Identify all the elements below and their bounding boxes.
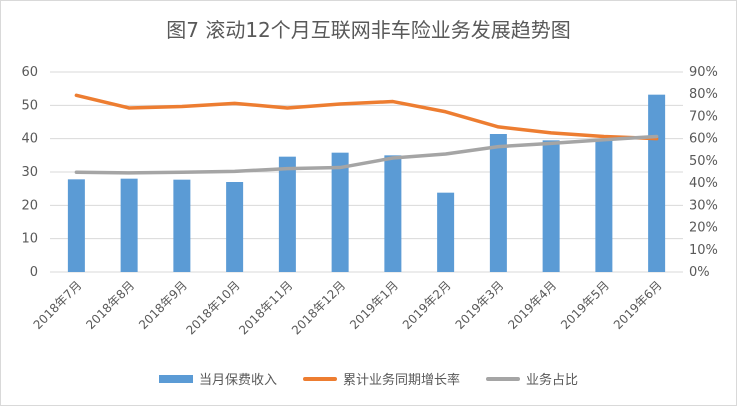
x-axis-category-label: 2018年8月 xyxy=(83,278,137,332)
right-axis-tick: 20% xyxy=(689,221,718,236)
legend-swatch-growth xyxy=(302,376,337,381)
chart-title: 图7 滚动12个月互联网非车险业务发展趋势图 xyxy=(166,18,571,42)
x-axis-category-label: 2019年1月 xyxy=(347,278,401,332)
left-axis-tick: 10 xyxy=(21,232,38,247)
right-axis-tick: 70% xyxy=(689,109,718,124)
x-axis-category-label: 2018年11月 xyxy=(236,278,295,337)
legend-swatch-share xyxy=(486,376,520,381)
bar-premium xyxy=(120,178,138,272)
bar-premium xyxy=(331,152,349,272)
right-axis-tick: 60% xyxy=(689,132,718,147)
bar-premium xyxy=(173,179,191,272)
legend-item-share: 业务占比 xyxy=(486,369,578,388)
left-axis-tick: 30 xyxy=(21,165,38,180)
bar-premium xyxy=(437,192,455,272)
legend-label-premium: 当月保费收入 xyxy=(198,373,277,388)
left-axis-tick: 60 xyxy=(21,65,38,80)
right-axis-tick: 0% xyxy=(689,265,710,280)
left-axis-tick: 20 xyxy=(21,198,38,213)
line-growth-rate xyxy=(74,93,659,141)
x-axis-category-label: 2018年10月 xyxy=(183,278,242,337)
right-axis-tick: 50% xyxy=(689,154,718,169)
legend-label-share: 业务占比 xyxy=(526,373,579,388)
line-share xyxy=(74,134,659,175)
right-axis-tick: 40% xyxy=(689,176,718,191)
bar-premium xyxy=(67,179,85,272)
right-axis-tick: 30% xyxy=(689,198,718,213)
bar-premium xyxy=(648,94,666,273)
legend-item-growth: 累计业务同期增长率 xyxy=(302,369,460,388)
chart-legend: 当月保费收入 累计业务同期增长率 业务占比 xyxy=(0,369,737,388)
left-axis-tick: 50 xyxy=(21,98,38,113)
legend-label-growth: 累计业务同期增长率 xyxy=(342,373,460,388)
bar-premium xyxy=(278,156,296,272)
x-axis-category-label: 2018年9月 xyxy=(136,278,190,332)
bar-premium xyxy=(384,155,402,272)
right-axis-tick: 10% xyxy=(689,243,718,258)
legend-swatch-premium xyxy=(158,374,193,383)
bar-premium xyxy=(226,182,244,272)
left-axis-tick: 0 xyxy=(30,265,38,280)
x-axis-category-label: 2019年3月 xyxy=(453,278,507,332)
bar-premium xyxy=(489,134,507,272)
right-axis-tick: 80% xyxy=(689,87,718,102)
x-axis-category-label: 2019年2月 xyxy=(400,278,454,332)
bar-premium xyxy=(542,140,560,272)
x-axis-category-label: 2019年5月 xyxy=(558,278,612,332)
x-axis-category-label: 2018年7月 xyxy=(31,278,85,332)
x-axis-category-label: 2018年12月 xyxy=(289,278,348,337)
bar-premium xyxy=(595,138,613,272)
x-axis-category-label: 2019年4月 xyxy=(505,278,559,332)
right-axis-tick: 90% xyxy=(689,65,718,80)
x-axis-category-label: 2019年6月 xyxy=(611,278,665,332)
legend-item-premium: 当月保费收入 xyxy=(158,369,277,388)
left-axis-tick: 40 xyxy=(21,132,38,147)
